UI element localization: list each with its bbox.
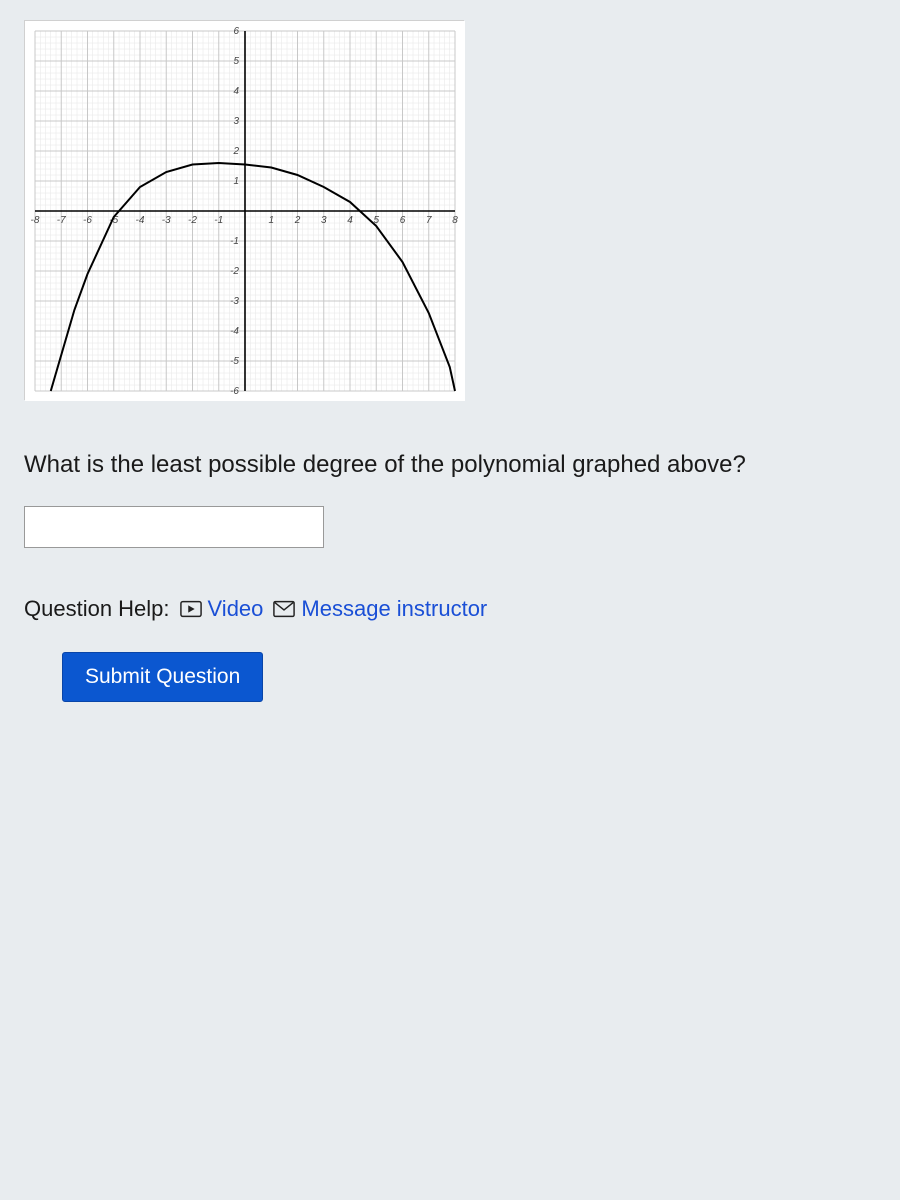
svg-text:-2: -2 <box>188 215 197 226</box>
svg-text:-1: -1 <box>230 236 239 247</box>
envelope-icon <box>273 600 295 618</box>
svg-text:4: 4 <box>347 215 353 226</box>
svg-text:3: 3 <box>321 215 327 226</box>
answer-input[interactable] <box>24 506 324 548</box>
svg-text:-6: -6 <box>230 386 239 397</box>
play-icon <box>180 600 202 618</box>
polynomial-graph: -8-7-6-5-4-3-2-112345678-6-5-4-3-2-11234… <box>24 20 464 400</box>
svg-text:6: 6 <box>400 215 406 226</box>
svg-text:-5: -5 <box>230 356 239 367</box>
svg-text:8: 8 <box>452 215 458 226</box>
help-label: Question Help: <box>24 596 170 622</box>
svg-text:4: 4 <box>233 86 239 97</box>
svg-text:-2: -2 <box>230 266 239 277</box>
question-help-row: Question Help: Video Message instructor <box>24 596 876 622</box>
question-text: What is the least possible degree of the… <box>24 448 876 482</box>
svg-text:-4: -4 <box>136 215 145 226</box>
svg-text:2: 2 <box>294 215 301 226</box>
svg-text:-3: -3 <box>230 296 239 307</box>
svg-text:1: 1 <box>233 176 239 187</box>
svg-text:-8: -8 <box>31 215 40 226</box>
svg-text:-6: -6 <box>83 215 92 226</box>
svg-text:6: 6 <box>233 26 239 37</box>
submit-question-button[interactable]: Submit Question <box>62 652 263 702</box>
video-link[interactable]: Video <box>180 596 264 622</box>
svg-text:2: 2 <box>232 146 239 157</box>
svg-text:5: 5 <box>233 56 239 67</box>
message-instructor-link[interactable]: Message instructor <box>273 596 487 622</box>
svg-text:-3: -3 <box>162 215 171 226</box>
svg-text:-1: -1 <box>214 215 223 226</box>
video-link-label: Video <box>208 596 264 622</box>
svg-text:-4: -4 <box>230 326 239 337</box>
svg-text:1: 1 <box>268 215 274 226</box>
svg-text:3: 3 <box>233 116 239 127</box>
svg-text:7: 7 <box>426 215 432 226</box>
message-link-label: Message instructor <box>301 596 487 622</box>
svg-text:-7: -7 <box>57 215 66 226</box>
